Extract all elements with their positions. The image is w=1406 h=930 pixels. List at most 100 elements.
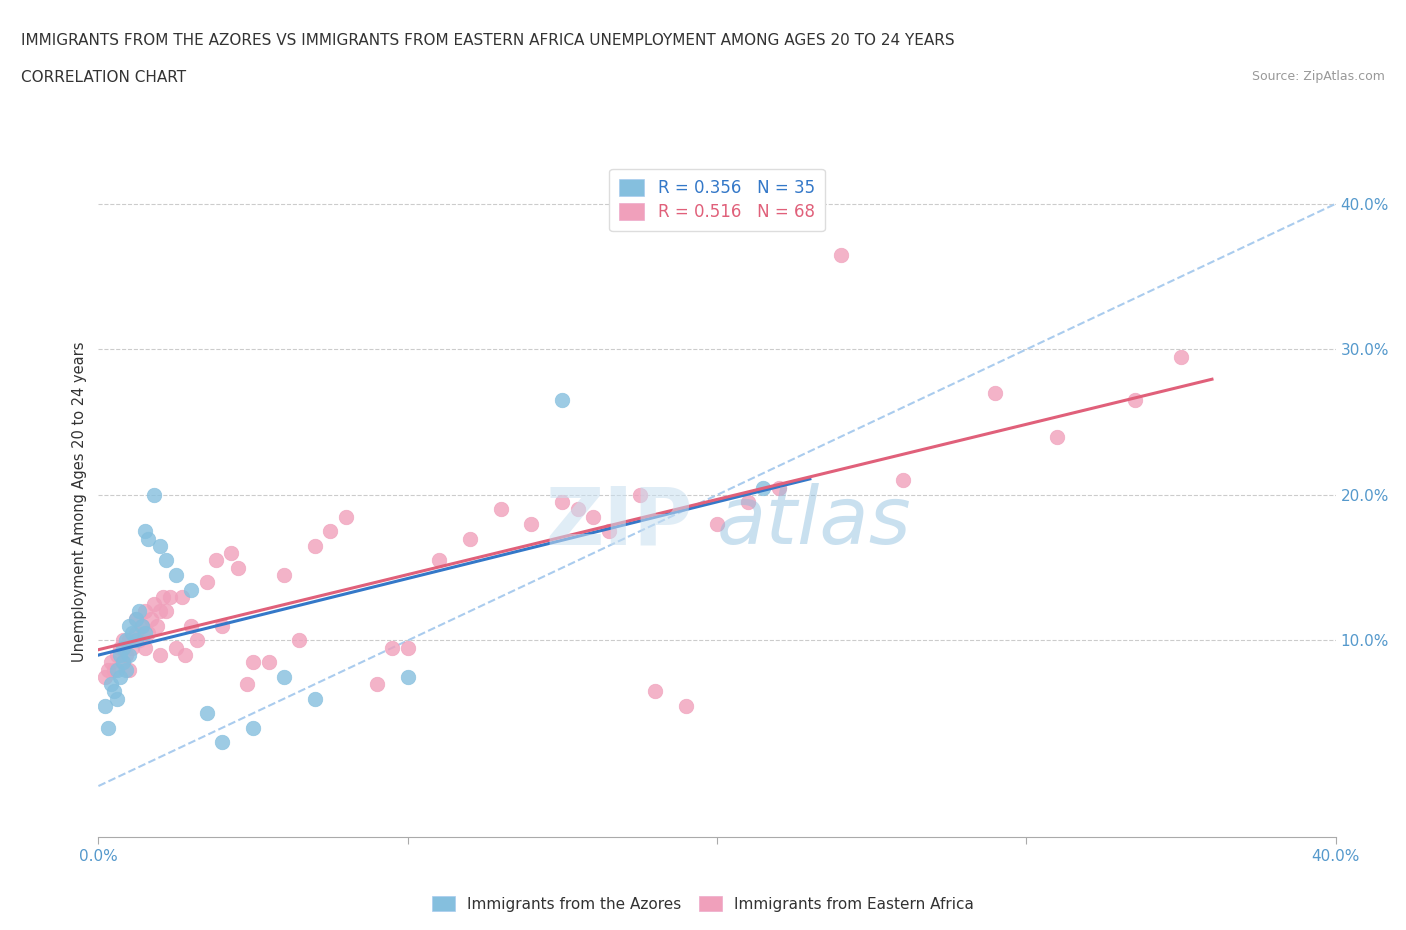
Point	[221, 546, 243, 561]
Point	[180, 618, 202, 633]
Point	[186, 633, 208, 648]
Point	[165, 567, 187, 582]
Point	[427, 553, 450, 568]
Point	[273, 567, 295, 582]
Point	[108, 647, 131, 662]
Point	[1046, 430, 1069, 445]
Point	[108, 641, 131, 656]
Point	[152, 590, 174, 604]
Point	[242, 655, 264, 670]
Point	[93, 698, 115, 713]
Point	[752, 480, 775, 495]
Text: ZIP: ZIP	[546, 484, 692, 562]
Point	[396, 670, 419, 684]
Point	[226, 560, 249, 575]
Point	[768, 480, 790, 495]
Point	[366, 677, 388, 692]
Point	[984, 386, 1007, 401]
Text: CORRELATION CHART: CORRELATION CHART	[21, 70, 186, 85]
Point	[118, 647, 141, 662]
Point	[242, 721, 264, 736]
Point	[112, 655, 135, 670]
Point	[131, 618, 153, 633]
Point	[211, 618, 233, 633]
Point	[891, 473, 914, 488]
Point	[124, 633, 146, 648]
Point	[582, 510, 605, 525]
Point	[155, 604, 177, 618]
Point	[489, 502, 512, 517]
Point	[118, 662, 141, 677]
Point	[257, 655, 280, 670]
Point	[124, 611, 146, 626]
Point	[1170, 349, 1192, 364]
Point	[136, 626, 159, 641]
Point	[103, 684, 125, 698]
Point	[143, 487, 166, 502]
Point	[180, 582, 202, 597]
Point	[115, 647, 138, 662]
Point	[396, 641, 419, 656]
Point	[159, 590, 181, 604]
Point	[115, 633, 138, 648]
Point	[105, 662, 128, 677]
Point	[520, 516, 543, 531]
Point	[112, 641, 135, 656]
Point	[211, 735, 233, 750]
Point	[1123, 392, 1146, 407]
Point	[628, 487, 651, 502]
Text: Source: ZipAtlas.com: Source: ZipAtlas.com	[1251, 70, 1385, 83]
Point	[112, 655, 135, 670]
Point	[551, 392, 574, 407]
Point	[567, 502, 589, 517]
Point	[149, 538, 172, 553]
Point	[139, 611, 162, 626]
Point	[134, 626, 156, 641]
Point	[97, 662, 120, 677]
Point	[143, 597, 166, 612]
Point	[131, 618, 153, 633]
Point	[100, 677, 122, 692]
Point	[134, 524, 156, 538]
Point	[108, 670, 131, 684]
Point	[149, 604, 172, 618]
Point	[97, 721, 120, 736]
Point	[706, 516, 728, 531]
Y-axis label: Unemployment Among Ages 20 to 24 years: Unemployment Among Ages 20 to 24 years	[72, 342, 87, 662]
Point	[381, 641, 404, 656]
Point	[644, 684, 666, 698]
Point	[149, 647, 172, 662]
Point	[136, 531, 159, 546]
Point	[319, 524, 342, 538]
Point	[273, 670, 295, 684]
Point	[830, 247, 852, 262]
Point	[118, 618, 141, 633]
Point	[134, 641, 156, 656]
Point	[195, 706, 218, 721]
Point	[134, 604, 156, 618]
Point	[105, 647, 128, 662]
Legend: Immigrants from the Azores, Immigrants from Eastern Africa: Immigrants from the Azores, Immigrants f…	[426, 890, 980, 918]
Point	[105, 691, 128, 706]
Point	[288, 633, 311, 648]
Point	[458, 531, 481, 546]
Point	[103, 662, 125, 677]
Point	[170, 590, 193, 604]
Point	[174, 647, 197, 662]
Point	[124, 611, 146, 626]
Point	[128, 633, 150, 648]
Point	[205, 553, 228, 568]
Point	[165, 641, 187, 656]
Point	[236, 677, 259, 692]
Text: IMMIGRANTS FROM THE AZORES VS IMMIGRANTS FROM EASTERN AFRICA UNEMPLOYMENT AMONG : IMMIGRANTS FROM THE AZORES VS IMMIGRANTS…	[21, 33, 955, 47]
Point	[304, 691, 326, 706]
Point	[551, 495, 574, 510]
Point	[195, 575, 218, 590]
Legend: R = 0.356   N = 35, R = 0.516   N = 68: R = 0.356 N = 35, R = 0.516 N = 68	[609, 169, 825, 232]
Point	[335, 510, 357, 525]
Point	[675, 698, 697, 713]
Point	[121, 626, 143, 641]
Point	[146, 618, 169, 633]
Point	[128, 604, 150, 618]
Point	[112, 633, 135, 648]
